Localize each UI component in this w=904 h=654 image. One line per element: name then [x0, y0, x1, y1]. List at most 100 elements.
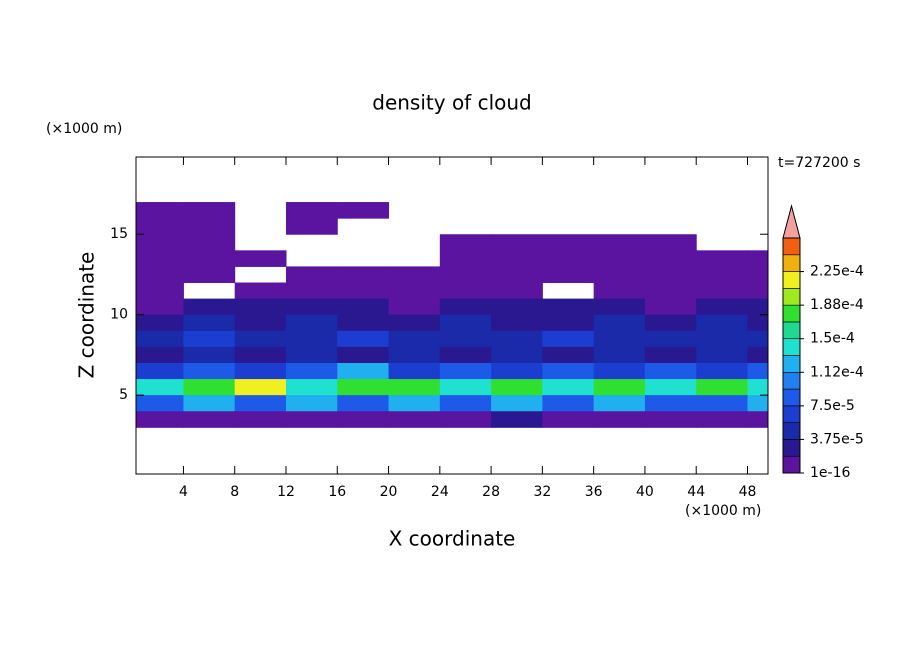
contour-cell	[183, 395, 236, 412]
contour-cell	[747, 362, 768, 380]
contour-cell	[491, 314, 543, 332]
contour-cell	[491, 379, 543, 396]
contour-cell	[439, 395, 492, 412]
contour-cell	[183, 314, 236, 332]
contour-cell	[234, 330, 287, 348]
contour-cell	[337, 298, 390, 316]
contour-cell	[136, 266, 184, 284]
contour-cell	[285, 411, 338, 428]
y-tick-label: 10	[110, 307, 128, 323]
contour-cell	[388, 411, 441, 428]
contour-cell	[439, 411, 492, 428]
contour-cell	[337, 202, 390, 219]
contour-cell	[542, 266, 595, 284]
colorbar-segment	[782, 455, 801, 474]
contour-cell	[285, 282, 338, 300]
contour-cell	[285, 395, 338, 412]
contour-cell	[644, 362, 697, 380]
contour-cell	[183, 218, 236, 235]
contour-cell	[593, 234, 646, 251]
colorbar-tick-label: 1.5e-4	[810, 331, 855, 347]
x-tick-label: 12	[277, 484, 295, 500]
contour-field	[136, 202, 768, 428]
contour-cell	[285, 362, 338, 380]
contour-cell	[285, 298, 338, 316]
contour-cell	[183, 266, 236, 284]
contour-cell	[542, 411, 595, 428]
contour-cell	[234, 346, 287, 364]
contour-cell	[696, 266, 748, 284]
contour-cell	[285, 218, 338, 235]
contour-cell	[696, 379, 748, 396]
contour-cell	[136, 346, 184, 364]
contour-cell	[388, 362, 441, 380]
contour-cell	[285, 346, 338, 364]
plot-frame	[135, 156, 769, 475]
contour-cell	[542, 362, 595, 380]
contour-cell	[439, 379, 492, 396]
contour-cell	[337, 379, 390, 396]
contour-cell	[644, 282, 697, 300]
contour-cell	[388, 282, 441, 300]
colorbar-segment	[782, 321, 801, 340]
y-tick-label: 5	[119, 387, 128, 403]
chart-title: density of cloud	[372, 91, 531, 115]
contour-cell	[388, 314, 441, 332]
contour-cell	[644, 330, 697, 348]
contour-cell	[491, 346, 543, 364]
contour-cell	[593, 346, 646, 364]
contour-cell	[183, 362, 236, 380]
contour-cell	[696, 250, 748, 267]
contour-cell	[644, 314, 697, 332]
contour-cell	[542, 395, 595, 412]
contour-cell	[747, 379, 768, 396]
colorbar-segment	[782, 439, 801, 457]
contour-cell	[439, 250, 492, 267]
contour-cell	[183, 346, 236, 364]
contour-cell	[491, 330, 543, 348]
contour-cell	[136, 395, 184, 412]
contour-cell	[337, 395, 390, 412]
contour-cell	[593, 282, 646, 300]
contour-cell	[491, 250, 543, 267]
contour-cell	[542, 298, 595, 316]
contour-cell	[593, 330, 646, 348]
contour-cell	[644, 395, 697, 412]
contour-cell	[491, 298, 543, 316]
contour-cell	[337, 330, 390, 348]
contour-cell	[388, 395, 441, 412]
y-tick-label: 15	[110, 226, 128, 242]
colorbar-segment	[782, 237, 801, 256]
contour-cell	[234, 411, 287, 428]
contour-cell	[136, 411, 184, 428]
contour-cell	[439, 282, 492, 300]
contour-cell	[696, 411, 748, 428]
contour-cell	[747, 330, 768, 348]
colorbar-segment	[782, 304, 801, 323]
contour-cell	[285, 379, 338, 396]
contour-cell	[388, 379, 441, 396]
contour-cell	[234, 362, 287, 380]
colorbar-segment	[782, 355, 801, 373]
colorbar-segment	[782, 338, 801, 356]
contour-cell	[234, 282, 287, 300]
x-tick-label: 8	[230, 484, 239, 500]
contour-cell	[747, 346, 768, 364]
contour-cell	[285, 266, 338, 284]
contour-cell	[542, 234, 595, 251]
colorbar-segment	[782, 288, 801, 306]
contour-cell	[593, 250, 646, 267]
contour-cell	[337, 362, 390, 380]
colorbar-tick-label: 3.75e-5	[810, 431, 864, 447]
contour-cell	[439, 314, 492, 332]
contour-cell	[644, 379, 697, 396]
x-tick-label: 44	[687, 484, 705, 500]
contour-cell	[439, 330, 492, 348]
colorbar-extension	[782, 204, 801, 239]
x-tick-label: 48	[739, 484, 757, 500]
contour-cell	[491, 282, 543, 300]
contour-cell	[234, 298, 287, 316]
contour-cell	[747, 314, 768, 332]
contour-cell	[644, 346, 697, 364]
